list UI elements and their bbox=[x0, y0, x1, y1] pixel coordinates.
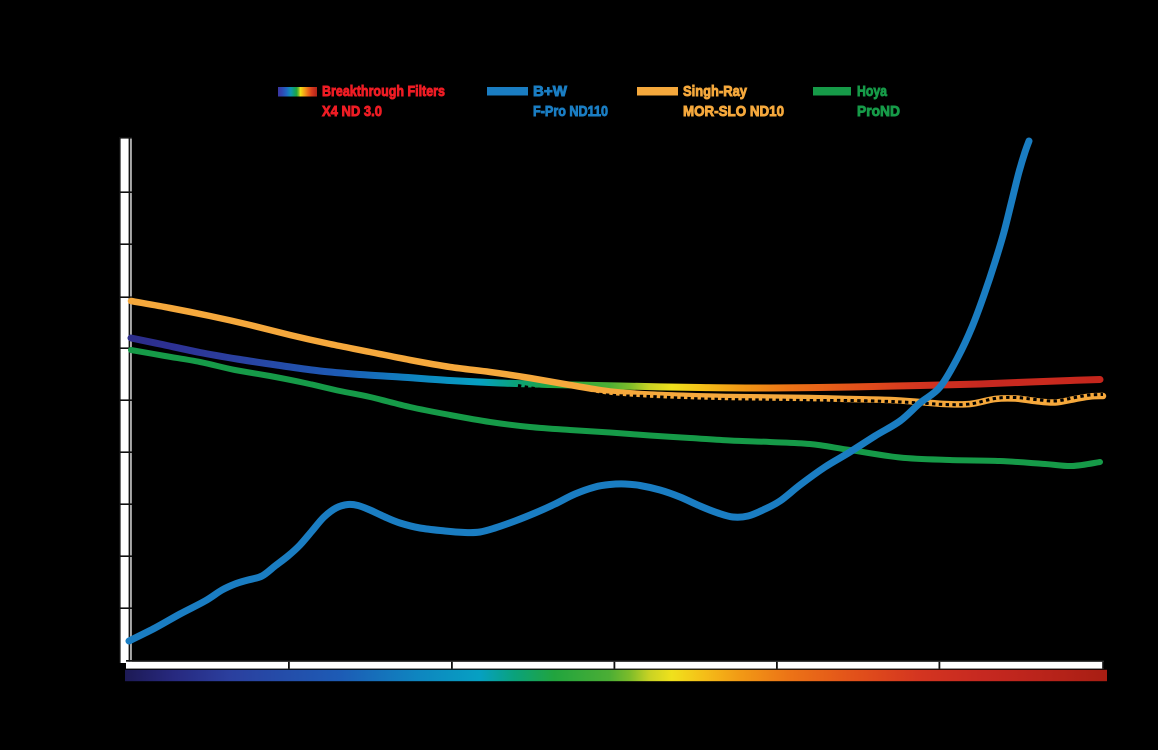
svg-text:Singh-Ray: Singh-Ray bbox=[683, 83, 748, 100]
svg-text:F-Pro ND110: F-Pro ND110 bbox=[533, 103, 608, 120]
svg-text:Hoya: Hoya bbox=[857, 83, 888, 100]
svg-text:MOR-SLO ND10: MOR-SLO ND10 bbox=[683, 103, 784, 120]
svg-text:ProND: ProND bbox=[857, 103, 900, 120]
svg-text:Breakthrough Filters: Breakthrough Filters bbox=[322, 83, 445, 100]
svg-text:X4 ND 3.0: X4 ND 3.0 bbox=[322, 103, 382, 120]
svg-text:B+W: B+W bbox=[533, 83, 568, 100]
